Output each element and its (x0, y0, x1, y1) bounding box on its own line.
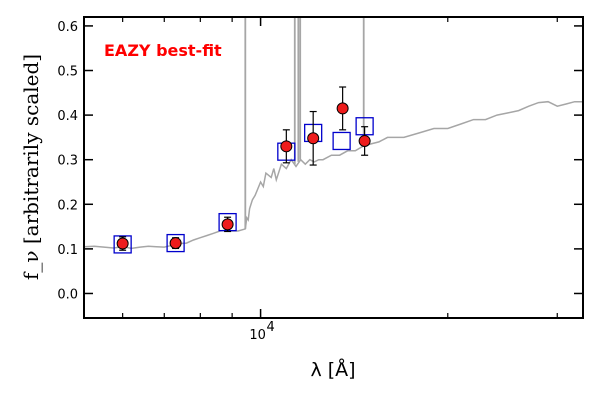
observed-point-5 (307, 132, 320, 145)
model-photometry-point-2 (166, 233, 185, 253)
y-tick-label-1: 0.1 (57, 243, 78, 258)
y-tick-label-0: 0.0 (57, 287, 78, 302)
observed-point-1 (116, 237, 129, 250)
data-layer (84, 17, 583, 254)
y-tick-label-3: 0.3 (57, 154, 78, 169)
y-tick-label-5: 0.5 (57, 65, 78, 80)
model-photometry-point-6 (332, 131, 351, 151)
x-tick-label-exponent-0: 4 (266, 320, 274, 335)
plot-area (84, 17, 583, 254)
y-tick-label-4: 0.4 (57, 109, 78, 124)
chart-annotation: EAZY best-fit (104, 41, 222, 60)
plot-frame (83, 16, 584, 319)
x-tick-label-0: 10 (249, 328, 266, 343)
template-spectrum-line (84, 100, 583, 250)
y-tick-label-2: 0.2 (57, 198, 78, 213)
observed-point-3 (221, 218, 234, 231)
y-axis-label: f_ν [arbitrarily scaled] (19, 54, 43, 280)
x-axis-label: λ [Å] (310, 358, 355, 381)
observed-point-2 (169, 237, 182, 250)
model-photometry-point-1 (113, 235, 132, 254)
observed-point-6 (336, 102, 349, 115)
axes: 0.0 0.1 0.2 0.3 0.4 0.5 0.6 104 (57, 16, 584, 343)
observed-point-7 (358, 134, 371, 147)
observed-point-4 (280, 140, 293, 153)
y-tick-label-6: 0.6 (57, 20, 78, 35)
